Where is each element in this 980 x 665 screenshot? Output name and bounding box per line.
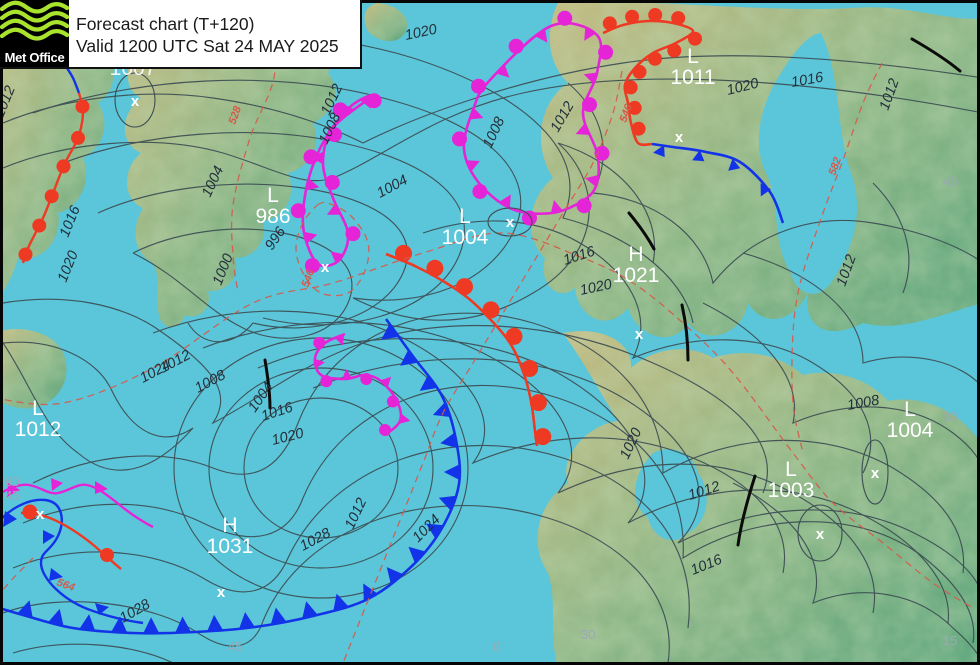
svg-text:1028: 1028 (297, 525, 333, 554)
svg-text:1012: 1012 (342, 496, 370, 532)
svg-text:1004: 1004 (374, 172, 410, 201)
svg-text:1008: 1008 (192, 367, 228, 396)
svg-text:1020: 1020 (55, 249, 82, 285)
svg-text:15: 15 (943, 633, 957, 648)
svg-text:30: 30 (943, 409, 957, 424)
svg-text:0: 0 (493, 639, 500, 654)
svg-text:60: 60 (5, 474, 19, 489)
svg-text:x: x (131, 93, 140, 110)
svg-text:30: 30 (581, 627, 595, 642)
svg-text:x: x (675, 129, 684, 146)
svg-text:x: x (871, 465, 880, 482)
svg-text:45: 45 (228, 639, 242, 654)
svg-text:45: 45 (5, 488, 19, 503)
svg-text:x: x (36, 506, 45, 523)
svg-text:1020: 1020 (404, 22, 439, 44)
svg-text:1008: 1008 (480, 115, 508, 151)
svg-text:1012: 1012 (157, 347, 193, 376)
svg-text:x: x (635, 326, 644, 343)
svg-text:x: x (217, 584, 226, 601)
svg-text:45: 45 (943, 174, 957, 189)
svg-text:x: x (506, 214, 515, 231)
svg-text:x: x (816, 526, 825, 543)
svg-text:x: x (321, 259, 330, 276)
svg-text:1020: 1020 (270, 426, 305, 449)
